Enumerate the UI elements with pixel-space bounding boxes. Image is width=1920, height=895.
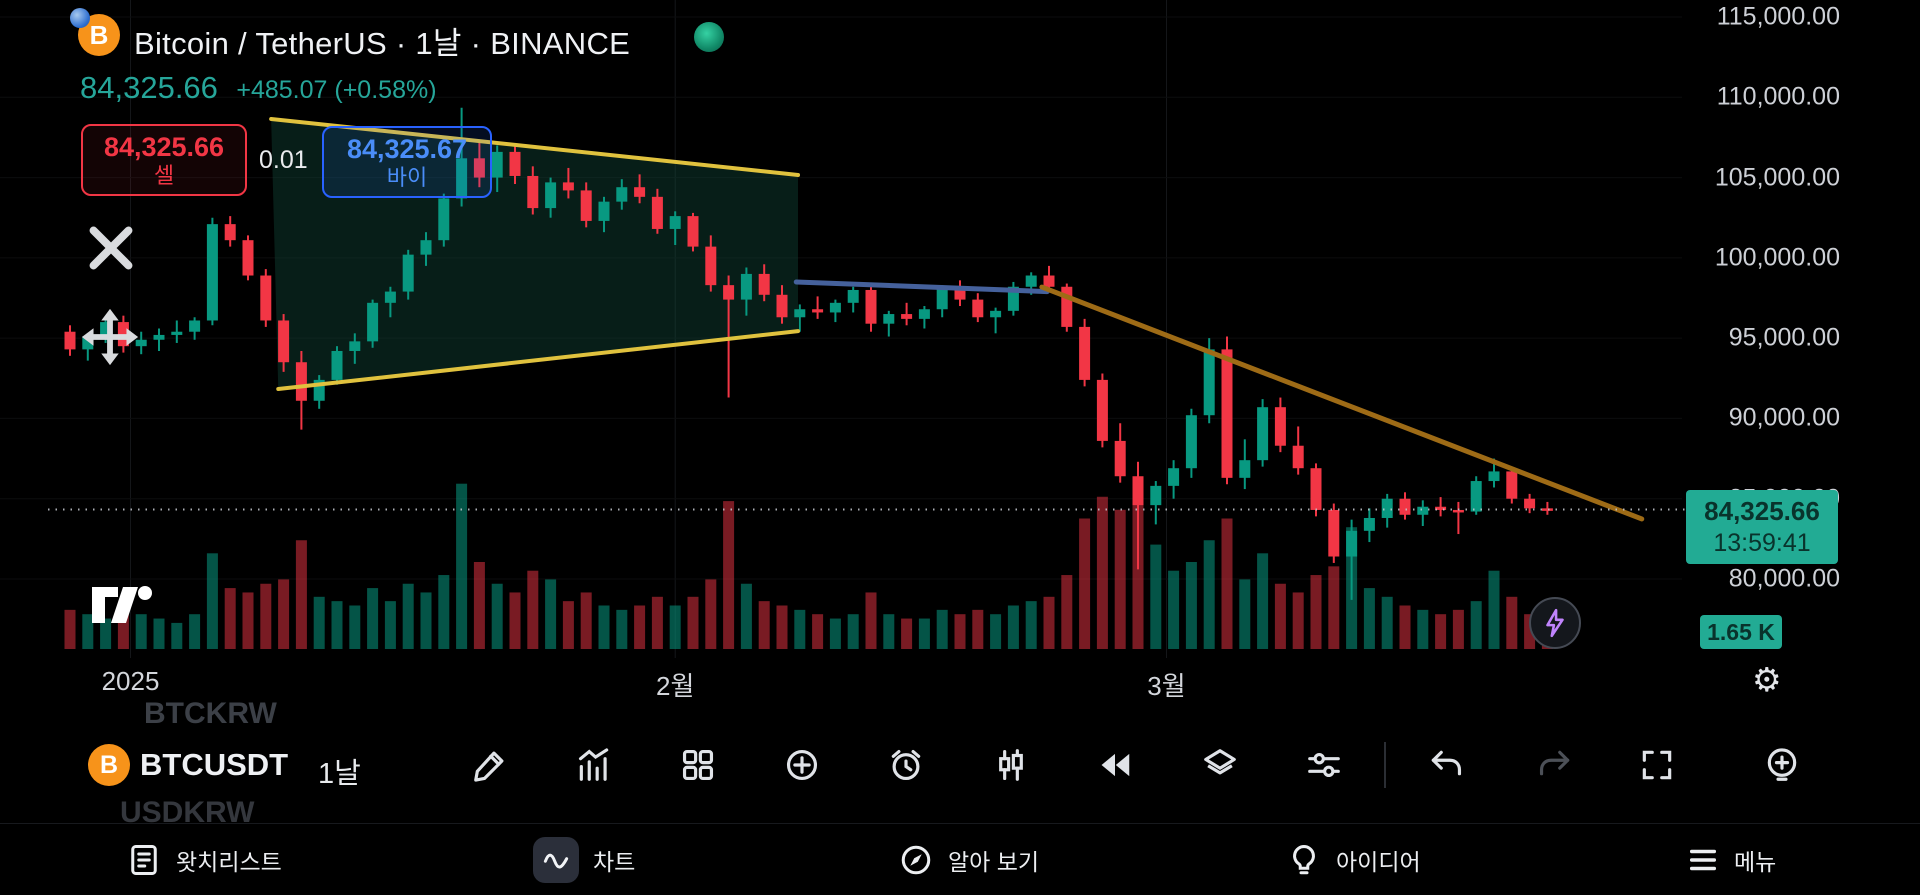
fullscreen-icon[interactable]	[1638, 746, 1676, 784]
sell-button[interactable]: 84,325.66 셀	[81, 124, 247, 196]
time-axis-label: 2월	[655, 671, 695, 701]
close-drawing-button[interactable]	[83, 220, 139, 276]
layouts-icon[interactable]	[679, 746, 717, 784]
price-axis-label: 115,000.00	[1716, 2, 1840, 31]
objects-icon[interactable]	[1201, 746, 1239, 784]
nav-explore[interactable]: 알아 보기	[898, 824, 1039, 895]
nav-watchlist[interactable]: 왓치리스트	[126, 824, 282, 895]
bar-style-icon[interactable]	[992, 746, 1030, 784]
price-axis-label: 110,000.00	[1716, 82, 1840, 111]
toolbar-divider	[1384, 742, 1386, 788]
time-axis[interactable]: 2025 2월 3월	[0, 660, 1690, 702]
price-axis[interactable]: 115,000.00 110,000.00 105,000.00 100,000.00…	[1690, 0, 1840, 660]
move-arrows-icon	[81, 308, 139, 366]
watchlist-icon	[131, 845, 157, 875]
toolbar-bitcoin-icon: B	[88, 744, 130, 786]
draw-icon[interactable]	[471, 746, 509, 784]
gear-button[interactable]: ⚙	[1752, 661, 1782, 698]
price-chart[interactable]	[0, 0, 1920, 730]
redo-icon[interactable]	[1536, 746, 1574, 784]
menu-icon	[1689, 849, 1717, 871]
last-price-badge: 84,325.66 13:59:41	[1686, 490, 1838, 564]
add-icon[interactable]	[783, 746, 821, 784]
settings-sliders-icon[interactable]	[1305, 746, 1343, 784]
symbol-title[interactable]: Bitcoin / TetherUS · 1날 · BINANCE	[134, 26, 631, 61]
publish-idea-icon[interactable]	[1763, 746, 1801, 784]
price-axis-label: 100,000.00	[1714, 243, 1840, 272]
replay-icon[interactable]	[1096, 746, 1134, 784]
tradingview-logo-icon	[90, 583, 154, 627]
price-change: +485.07 (+0.58%)	[236, 76, 437, 104]
price-axis-label: 90,000.00	[1728, 403, 1840, 432]
ideas-icon	[1293, 844, 1315, 875]
move-drawing-button[interactable]	[79, 306, 141, 368]
bar-countdown: 13:59:41	[1713, 528, 1811, 557]
interval-button[interactable]: 1날	[318, 758, 361, 790]
price-axis-label: 95,000.00	[1728, 323, 1840, 352]
undo-icon[interactable]	[1427, 746, 1465, 784]
volume-badge: 1.65 K	[1700, 615, 1782, 649]
price-row: 84,325.66 +485.07 (+0.58%)	[80, 70, 437, 106]
close-icon	[89, 226, 133, 270]
nav-chart[interactable]: 차트	[533, 824, 635, 895]
market-open-dot-icon	[694, 22, 724, 52]
price-axis-label: 80,000.00	[1728, 564, 1840, 593]
time-axis-label: 3월	[1147, 671, 1186, 701]
nav-menu[interactable]: 메뉴	[1686, 824, 1776, 895]
spread-label: 0.01	[259, 146, 308, 174]
explore-icon	[901, 845, 931, 875]
lightning-button[interactable]	[1529, 597, 1581, 649]
chart-icon	[533, 837, 579, 883]
last-price-value: 84,325.66	[1704, 496, 1820, 527]
bottom-nav: 왓치리스트 차트 알아 보기 아이디어	[0, 823, 1920, 895]
symbol-header[interactable]: B	[70, 8, 120, 56]
symbol-scroller-above[interactable]: BTCKRW	[144, 697, 277, 730]
lightning-icon	[1546, 608, 1564, 638]
current-price: 84,325.66	[80, 70, 218, 105]
bitcoin-coin-icon: B	[70, 8, 120, 56]
time-axis-label: 2025	[101, 666, 160, 696]
price-axis-label: 105,000.00	[1714, 163, 1840, 192]
buy-button[interactable]: 84,325.67 바이	[322, 126, 492, 198]
nav-ideas[interactable]: 아이디어	[1286, 824, 1421, 895]
indicators-icon[interactable]	[575, 746, 613, 784]
alert-clock-icon[interactable]	[887, 746, 925, 784]
crypto-network-badge-icon	[70, 8, 90, 28]
symbol-button[interactable]: BTCUSDT	[140, 747, 289, 782]
